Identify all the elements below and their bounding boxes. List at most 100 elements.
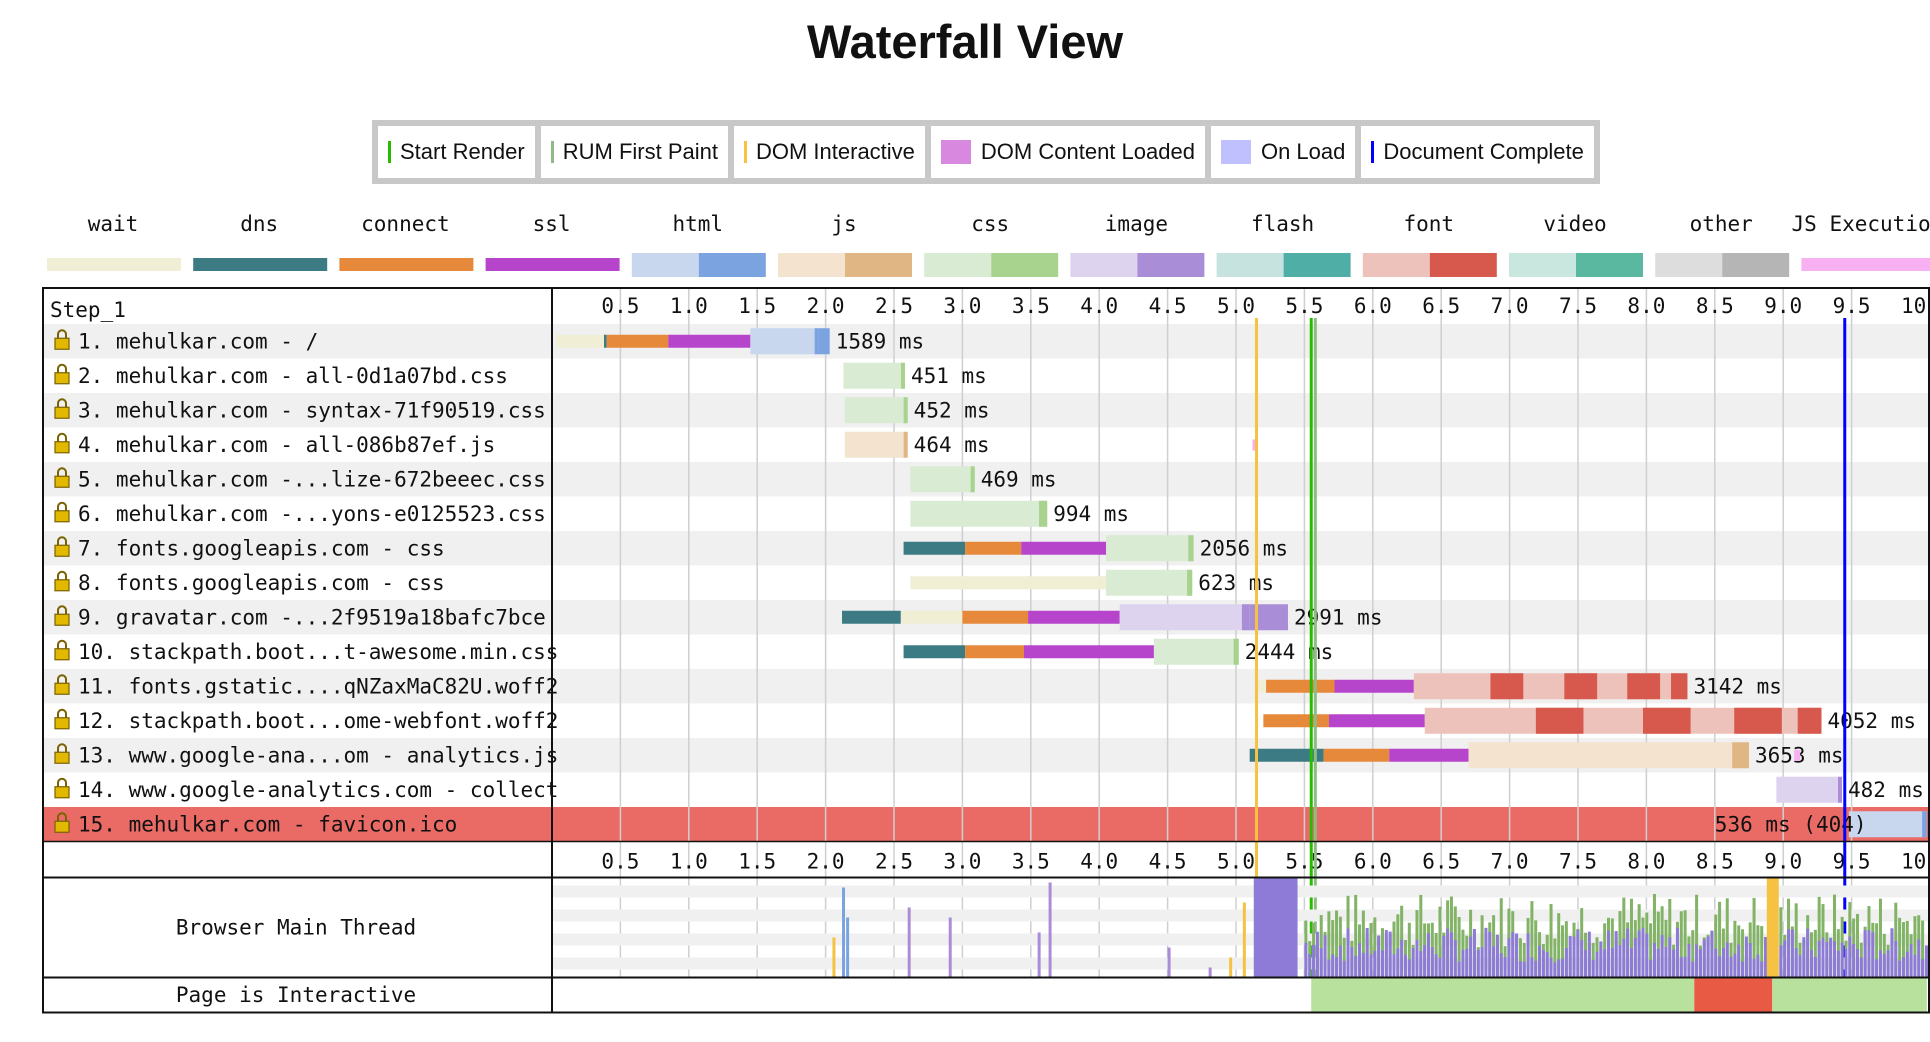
thread-spike [1729,956,1733,978]
bar-segment-wait [556,334,604,348]
thread-spike [1702,939,1706,978]
request-time: 623 ms [1198,571,1274,595]
bar-segment-connect [965,645,1024,659]
thread-spike [1511,932,1515,978]
thread-spike [1748,943,1752,978]
thread-spike [832,937,836,978]
thread-spike [1603,949,1607,978]
thread-spike [1794,948,1798,978]
thread-spike [1664,946,1668,978]
thread-spike [1633,937,1637,978]
bar-segment-html [1848,811,1927,838]
thread-spike [1572,936,1576,978]
thread-spike [1495,934,1499,978]
thread-spike [1909,944,1913,978]
bar-download [1734,707,1782,734]
type-swatch [485,258,620,271]
thread-spike [1921,920,1925,978]
tick-label-bottom: 2.0 [807,850,845,874]
thread-spike [1373,950,1377,978]
thread-spike [1917,939,1921,978]
thread-spike [1319,915,1323,978]
thread-spike [1530,901,1534,978]
thread-spike [1813,929,1817,978]
thread-spike [1790,929,1794,978]
thread-spike [1691,930,1695,978]
type-label-video: video [1543,212,1606,236]
type-swatch-light [1362,253,1430,277]
bar-segment-css [843,362,905,389]
thread-spike [1388,931,1392,978]
lock-icon [54,536,70,557]
bar-segment-ssl [1329,714,1425,728]
tick-label-top: 6.0 [1354,294,1392,318]
thread-spike [1465,948,1469,978]
legend-swatch [1220,140,1251,164]
thread-spike [1645,933,1649,978]
thread-spike [1695,894,1699,978]
thread-spike [1304,942,1308,978]
thread-spike [1331,920,1335,978]
bar-download [903,431,908,458]
thread-label: Browser Main Thread [176,916,416,940]
thread-spike [1706,936,1710,978]
thread-spike [1545,952,1549,978]
type-label-font: font [1404,212,1455,236]
thread-spike [1564,947,1568,978]
thread-spike [1568,936,1572,978]
thread-spike [1472,929,1476,978]
thread-spike [1618,911,1622,978]
tick-label-bottom: 3.0 [943,850,981,874]
thread-spike [1499,898,1503,978]
thread-spike [1396,948,1400,978]
thread-spike [1844,948,1848,978]
lock-shackle [57,674,67,684]
thread-spike [1752,958,1756,978]
bar-segment-dns [842,610,901,624]
bar-segment-wait [900,610,963,624]
thread-spike [1710,930,1714,978]
tick-label-bottom: 5.0 [1217,850,1255,874]
thread-spike [1492,946,1496,978]
thread-spike [1242,902,1246,978]
tick-label-bottom: 9.0 [1764,850,1802,874]
bar-download [1233,638,1239,665]
thread-spike [1392,921,1396,978]
type-swatch-light [1070,253,1138,277]
thread-spike [1683,956,1687,978]
event-legend: Start Render RUM First Paint DOM Interacti… [372,120,1600,184]
legend-item-dom-interactive: DOM Interactive [730,123,928,181]
request-time: 994 ms [1053,502,1129,526]
interactive-interactive [1311,977,1695,1013]
thread-spike [1859,957,1863,978]
bar-download [1188,535,1194,562]
thread-spike [1626,928,1630,978]
request-time: 482 ms [1848,778,1924,802]
thread-spike [1396,914,1400,978]
thread-spike [1683,910,1687,978]
thread-spike [1457,917,1461,978]
thread-spike [1855,949,1859,978]
thread-spike [1442,935,1446,978]
thread-spike [1480,947,1484,978]
thread-spike [1802,937,1806,978]
bar-segment-connect [1323,748,1390,762]
thread-spike [1691,961,1695,978]
thread-spike [1354,955,1358,978]
bar-download [1039,500,1048,527]
thread-spike [1875,959,1879,978]
thread-spike [1377,935,1381,978]
thread-spike [1614,931,1618,978]
tick-label-top: 7.0 [1491,294,1529,318]
thread-spike [948,917,952,978]
table-row-shade [43,462,1930,497]
thread-spike [1675,927,1679,978]
legend-swatch [550,141,554,163]
thread-spike [1438,906,1442,978]
thread-spike [1541,950,1545,978]
thread-spike [1461,949,1465,978]
tick-label-bottom: 4.0 [1080,850,1118,874]
thread-spike [1587,931,1591,978]
tick-label-top: 5.5 [1285,294,1323,318]
type-label-wait: wait [88,212,139,236]
